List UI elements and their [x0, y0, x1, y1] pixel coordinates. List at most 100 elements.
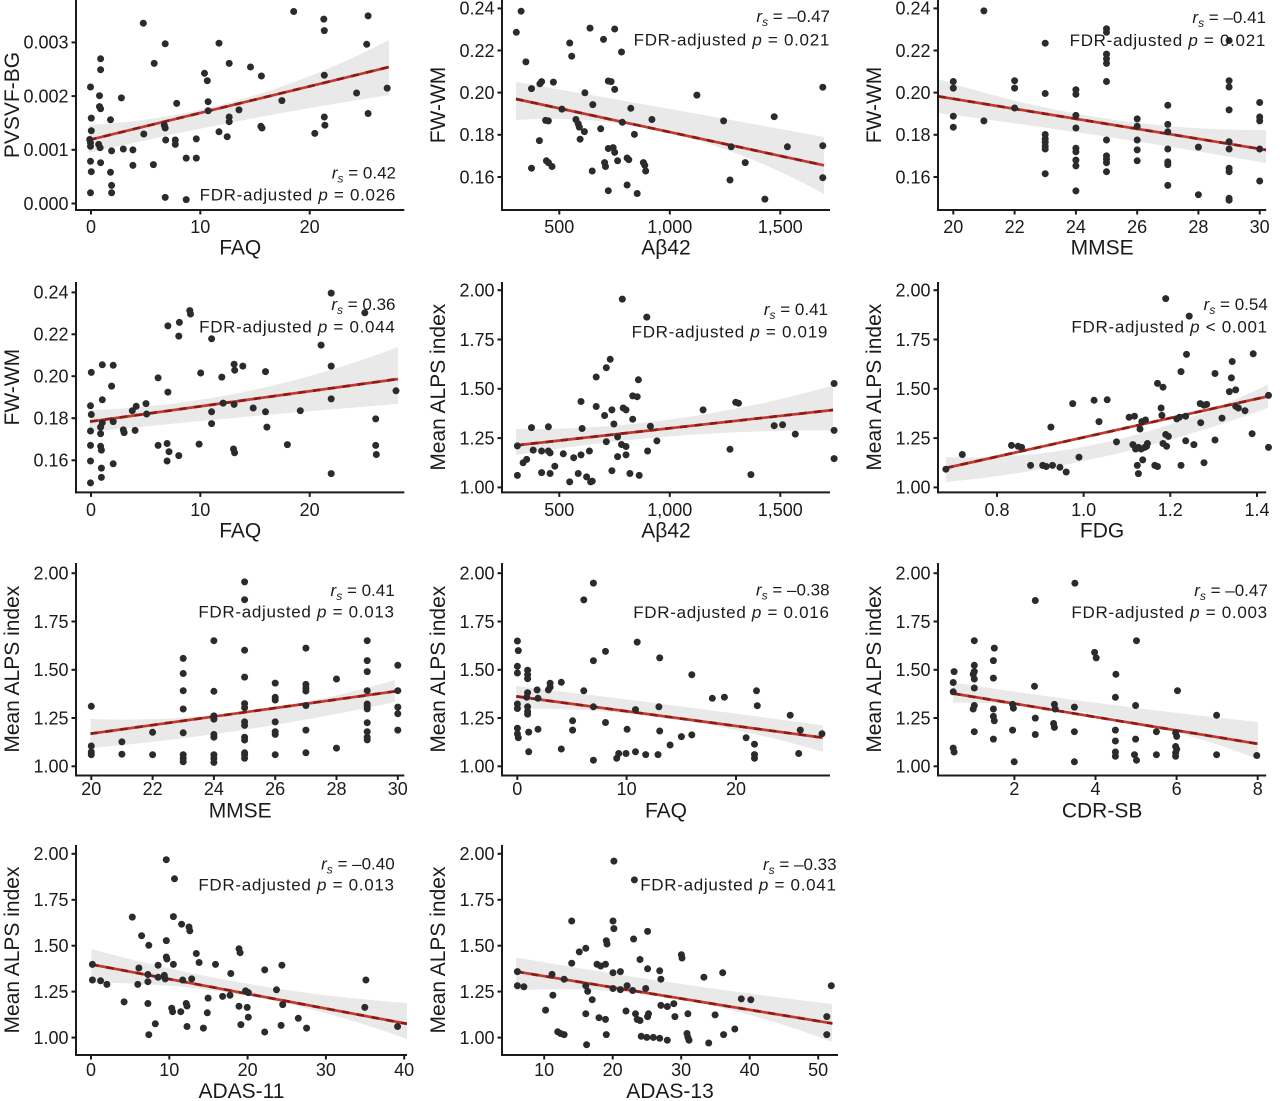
svg-text:30: 30	[671, 1060, 691, 1080]
svg-text:1.50: 1.50	[33, 660, 68, 680]
svg-text:Aβ42: Aβ42	[641, 519, 690, 542]
svg-text:rs = –0.47: rs = –0.47	[1194, 581, 1268, 603]
svg-text:1,500: 1,500	[758, 217, 803, 237]
svg-text:FDR-adjusted p = 0.044: FDR-adjusted p = 0.044	[199, 318, 395, 337]
svg-text:0.002: 0.002	[23, 86, 68, 106]
svg-text:10: 10	[190, 500, 210, 520]
svg-text:1.50: 1.50	[895, 379, 930, 399]
svg-text:1.50: 1.50	[33, 936, 68, 956]
svg-text:20: 20	[603, 1060, 623, 1080]
svg-text:10: 10	[190, 217, 210, 237]
svg-text:0.8: 0.8	[984, 500, 1009, 520]
svg-text:FAQ: FAQ	[645, 799, 687, 822]
svg-text:40: 40	[740, 1060, 760, 1080]
svg-text:0: 0	[86, 500, 96, 520]
svg-text:FDR-adjusted p = 0.019: FDR-adjusted p = 0.019	[632, 322, 828, 341]
svg-text:FDR-adjusted p = 0.026: FDR-adjusted p = 0.026	[200, 185, 396, 204]
svg-text:30: 30	[388, 779, 408, 799]
svg-text:1.50: 1.50	[459, 660, 494, 680]
svg-text:1.4: 1.4	[1244, 500, 1269, 520]
svg-text:1.75: 1.75	[895, 612, 930, 632]
svg-text:FDR-adjusted p = 0.013: FDR-adjusted p = 0.013	[198, 603, 394, 622]
svg-text:24: 24	[1066, 217, 1086, 237]
svg-text:rs = –0.33: rs = –0.33	[763, 855, 837, 877]
svg-text:0.22: 0.22	[895, 41, 930, 61]
svg-text:0.16: 0.16	[33, 451, 68, 471]
svg-text:0.003: 0.003	[23, 33, 68, 53]
svg-text:FAQ: FAQ	[219, 236, 261, 259]
svg-text:1.00: 1.00	[895, 757, 930, 777]
svg-text:rs = –0.38: rs = –0.38	[756, 581, 830, 603]
svg-text:28: 28	[1188, 217, 1208, 237]
svg-text:FDG: FDG	[1080, 519, 1124, 542]
svg-text:FDR-adjusted p < 0.001: FDR-adjusted p < 0.001	[1071, 318, 1267, 337]
svg-text:1.25: 1.25	[459, 982, 494, 1002]
svg-text:20: 20	[300, 500, 320, 520]
svg-text:1.00: 1.00	[33, 1028, 68, 1048]
svg-text:1.75: 1.75	[459, 890, 494, 910]
svg-text:1.0: 1.0	[1071, 500, 1096, 520]
svg-text:1.25: 1.25	[33, 982, 68, 1002]
svg-text:1.25: 1.25	[459, 428, 494, 448]
svg-text:0.16: 0.16	[459, 167, 494, 187]
svg-text:Mean ALPS index: Mean ALPS index	[1, 585, 24, 752]
svg-text:22: 22	[1005, 217, 1025, 237]
svg-text:Mean ALPS index: Mean ALPS index	[863, 585, 886, 752]
svg-text:0: 0	[512, 779, 522, 799]
svg-text:FDR-adjusted p = 0.016: FDR-adjusted p = 0.016	[633, 603, 829, 622]
svg-text:24: 24	[204, 779, 224, 799]
svg-text:Mean ALPS index: Mean ALPS index	[427, 585, 450, 752]
svg-text:rs = 0.41: rs = 0.41	[764, 300, 828, 322]
svg-text:2.00: 2.00	[895, 564, 930, 584]
svg-text:28: 28	[326, 779, 346, 799]
svg-text:0: 0	[86, 217, 96, 237]
svg-text:10: 10	[617, 779, 637, 799]
svg-text:0.001: 0.001	[23, 140, 68, 160]
svg-text:rs = –0.41: rs = –0.41	[1192, 8, 1266, 30]
svg-text:1.50: 1.50	[895, 660, 930, 680]
svg-text:2.00: 2.00	[895, 281, 930, 301]
svg-text:ADAS-11: ADAS-11	[199, 1080, 285, 1101]
svg-text:0.18: 0.18	[895, 125, 930, 145]
svg-text:20: 20	[726, 779, 746, 799]
svg-text:rs = 0.54: rs = 0.54	[1204, 295, 1268, 317]
svg-text:1.75: 1.75	[459, 612, 494, 632]
svg-text:0.22: 0.22	[459, 41, 494, 61]
svg-text:Mean ALPS index: Mean ALPS index	[427, 866, 450, 1033]
svg-text:1.25: 1.25	[895, 708, 930, 728]
svg-text:10: 10	[159, 1060, 179, 1080]
svg-text:1.25: 1.25	[459, 708, 494, 728]
svg-text:rs = 0.42: rs = 0.42	[332, 164, 396, 186]
svg-text:rs = 0.41: rs = 0.41	[331, 581, 395, 603]
svg-text:1.00: 1.00	[459, 1028, 494, 1048]
svg-text:8: 8	[1253, 779, 1263, 799]
svg-text:Mean ALPS index: Mean ALPS index	[427, 303, 450, 470]
svg-text:0.24: 0.24	[895, 0, 930, 19]
svg-text:1.2: 1.2	[1158, 500, 1183, 520]
svg-text:1.75: 1.75	[33, 612, 68, 632]
svg-text:1.50: 1.50	[459, 379, 494, 399]
svg-text:1.75: 1.75	[459, 330, 494, 350]
svg-text:1.00: 1.00	[459, 478, 494, 498]
svg-text:500: 500	[544, 500, 574, 520]
svg-text:10: 10	[534, 1060, 554, 1080]
svg-text:20: 20	[300, 217, 320, 237]
svg-text:1,000: 1,000	[647, 217, 692, 237]
svg-text:0.18: 0.18	[459, 125, 494, 145]
svg-text:FW-WM: FW-WM	[427, 67, 450, 144]
svg-text:4: 4	[1090, 779, 1100, 799]
svg-text:Mean ALPS index: Mean ALPS index	[1, 866, 24, 1033]
svg-text:rs = –0.47: rs = –0.47	[756, 7, 830, 29]
svg-text:0.16: 0.16	[895, 167, 930, 187]
svg-text:rs = 0.36: rs = 0.36	[331, 295, 395, 317]
svg-text:0.24: 0.24	[459, 0, 494, 19]
svg-text:0: 0	[86, 1060, 96, 1080]
svg-text:1.00: 1.00	[33, 757, 68, 777]
svg-text:40: 40	[394, 1060, 414, 1080]
svg-text:FW-WM: FW-WM	[1, 349, 24, 426]
svg-text:1.75: 1.75	[33, 890, 68, 910]
svg-text:0.22: 0.22	[33, 325, 68, 345]
svg-text:1.00: 1.00	[895, 478, 930, 498]
svg-text:1,000: 1,000	[647, 500, 692, 520]
svg-text:1.25: 1.25	[33, 708, 68, 728]
